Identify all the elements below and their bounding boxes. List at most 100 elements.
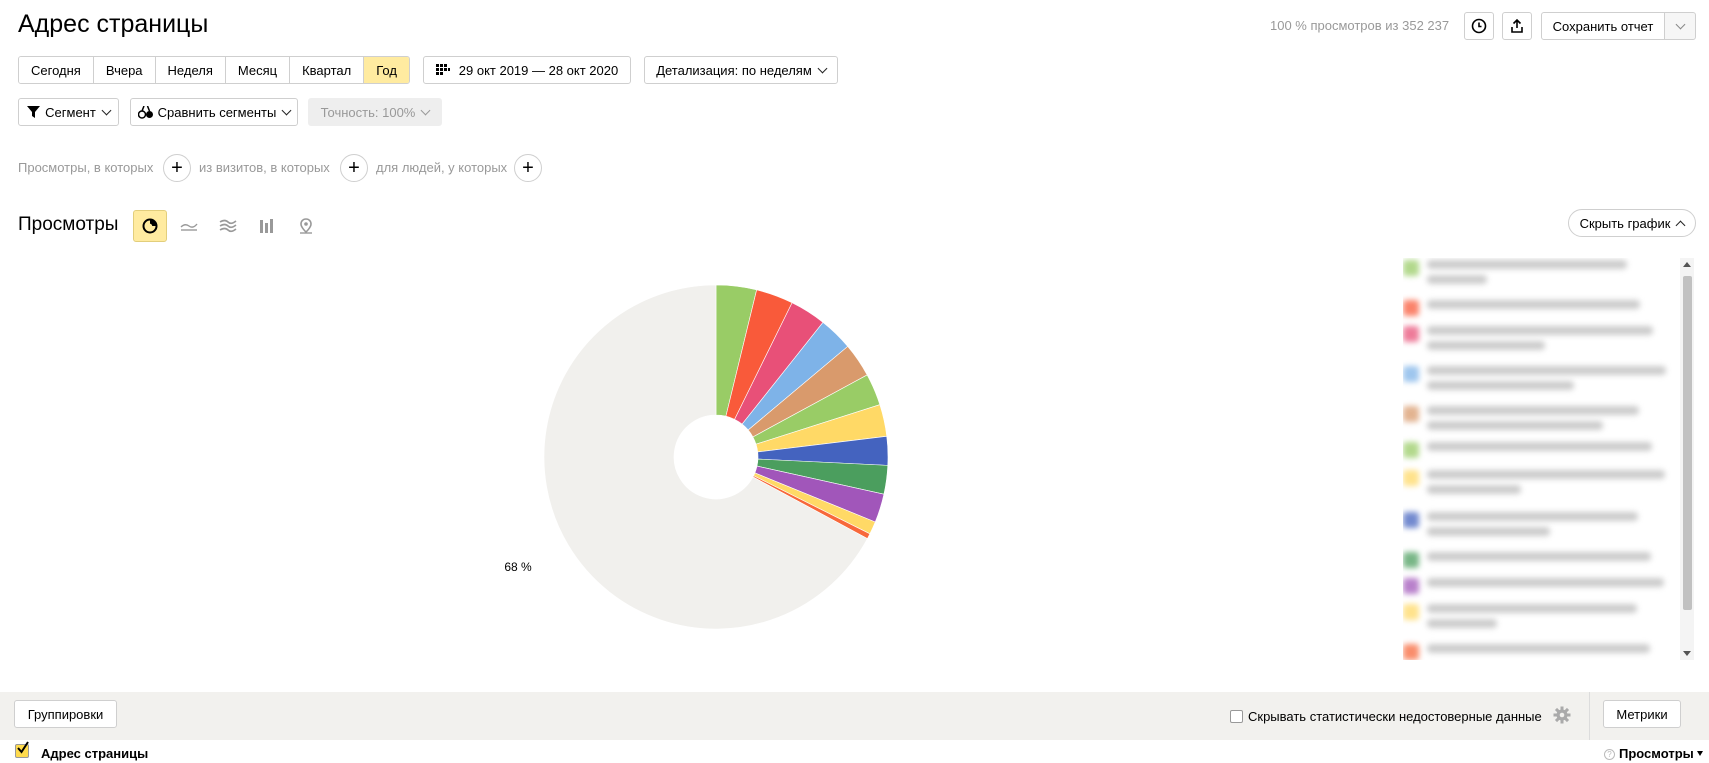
hide-unreliable-checkbox[interactable] bbox=[1230, 710, 1243, 723]
pie-slice[interactable] bbox=[747, 345, 868, 438]
filter-visits-label: из визитов, в которых bbox=[199, 160, 330, 175]
scroll-up-arrow[interactable] bbox=[1683, 262, 1691, 267]
table-toolbar: Группировки Скрывать статистически недос… bbox=[0, 692, 1709, 740]
checkmark-icon bbox=[17, 741, 29, 754]
legend-item[interactable] bbox=[1403, 406, 1639, 430]
metrics-button[interactable]: Метрики bbox=[1603, 700, 1681, 728]
dimension-column-header[interactable]: Адрес страницы bbox=[41, 746, 149, 761]
compare-icon bbox=[137, 105, 153, 119]
legend-item[interactable] bbox=[1403, 644, 1650, 660]
period-today[interactable]: Сегодня bbox=[19, 57, 94, 83]
pie-slice[interactable] bbox=[715, 284, 758, 417]
period-yesterday[interactable]: Вчера bbox=[93, 57, 156, 83]
detail-dropdown[interactable]: Детализация: по неделям bbox=[644, 56, 838, 84]
gear-icon[interactable] bbox=[1553, 706, 1571, 724]
legend-swatch bbox=[1403, 578, 1419, 594]
period-week[interactable]: Неделя bbox=[155, 57, 226, 83]
hide-chart-button[interactable]: Скрыть график bbox=[1568, 209, 1696, 237]
metric-column-header[interactable]: Просмотры bbox=[1619, 746, 1694, 761]
save-report-button[interactable]: Сохранить отчет bbox=[1541, 12, 1665, 40]
legend-item[interactable] bbox=[1403, 442, 1652, 458]
filter-people-label: для людей, у которых bbox=[376, 160, 508, 175]
date-range-picker[interactable]: 29 окт 2019 — 28 окт 2020 bbox=[423, 56, 631, 84]
chart-type-map[interactable] bbox=[289, 210, 323, 242]
chart-type-area[interactable] bbox=[211, 210, 245, 242]
legend-swatch bbox=[1403, 260, 1419, 276]
pie-slice[interactable] bbox=[752, 374, 881, 445]
add-people-condition-button[interactable]: + bbox=[514, 154, 542, 182]
legend-item[interactable] bbox=[1403, 512, 1638, 536]
legend-item[interactable] bbox=[1403, 366, 1666, 390]
pie-slice[interactable] bbox=[752, 475, 871, 540]
pie-slice[interactable] bbox=[543, 284, 868, 630]
legend-text-line bbox=[1427, 442, 1652, 451]
chevron-down-icon bbox=[101, 105, 112, 115]
sort-desc-icon[interactable] bbox=[1697, 751, 1703, 756]
legend-text-line bbox=[1427, 406, 1639, 415]
legend-text-blurred bbox=[1419, 300, 1640, 309]
legend-swatch bbox=[1403, 442, 1419, 458]
legend-swatch bbox=[1403, 326, 1419, 342]
line-chart-icon bbox=[180, 223, 198, 231]
date-range-label: 29 окт 2019 — 28 окт 2020 bbox=[458, 62, 619, 78]
legend-text-line bbox=[1427, 552, 1651, 561]
legend-item[interactable] bbox=[1403, 552, 1651, 568]
legend-item[interactable] bbox=[1403, 578, 1664, 594]
legend-swatch bbox=[1403, 406, 1419, 422]
pie-slice[interactable] bbox=[741, 321, 849, 431]
scroll-down-arrow[interactable] bbox=[1683, 651, 1691, 656]
period-quarter[interactable]: Квартал bbox=[290, 57, 365, 83]
pie-slice[interactable] bbox=[755, 404, 888, 453]
clock-icon bbox=[1471, 18, 1487, 34]
pie-slice[interactable] bbox=[757, 435, 889, 466]
pie-slice[interactable] bbox=[753, 472, 876, 535]
plus-icon: + bbox=[348, 157, 360, 179]
scroll-thumb[interactable] bbox=[1683, 276, 1692, 610]
legend-text-line bbox=[1427, 326, 1653, 335]
segment-dropdown[interactable]: Сегмент bbox=[18, 98, 119, 126]
export-button[interactable] bbox=[1502, 12, 1532, 40]
legend-text-blurred bbox=[1419, 326, 1653, 350]
toolbar-divider bbox=[1589, 692, 1590, 740]
groupings-button[interactable]: Группировки bbox=[14, 700, 117, 728]
legend-item[interactable] bbox=[1403, 300, 1640, 316]
legend-text-line bbox=[1427, 421, 1603, 430]
pie-slice[interactable] bbox=[756, 458, 889, 495]
chart-type-bar[interactable] bbox=[250, 210, 284, 242]
legend-item[interactable] bbox=[1403, 470, 1665, 494]
chart-type-pie[interactable] bbox=[133, 210, 167, 242]
groupings-label: Группировки bbox=[27, 706, 104, 722]
legend-swatch bbox=[1403, 300, 1419, 316]
legend-text-blurred bbox=[1419, 552, 1651, 561]
pie-slice[interactable] bbox=[725, 289, 793, 420]
area-chart-icon bbox=[219, 219, 237, 233]
legend-swatch bbox=[1403, 366, 1419, 382]
history-button[interactable] bbox=[1464, 12, 1494, 40]
save-report-label: Сохранить отчет bbox=[1552, 18, 1654, 34]
period-month[interactable]: Месяц bbox=[225, 57, 291, 83]
period-year[interactable]: Год bbox=[364, 57, 409, 83]
help-icon[interactable]: ? bbox=[1604, 749, 1615, 760]
pie-slice[interactable] bbox=[734, 302, 824, 425]
hide-unreliable-label: Скрывать статистически недостоверные дан… bbox=[1248, 709, 1542, 724]
add-visits-condition-button[interactable]: + bbox=[340, 154, 368, 182]
legend-swatch bbox=[1403, 470, 1419, 486]
accuracy-dropdown[interactable]: Точность: 100% bbox=[308, 98, 442, 126]
filter-views-label: Просмотры, в которых bbox=[18, 160, 154, 175]
compare-segments-dropdown[interactable]: Сравнить сегменты bbox=[130, 98, 298, 126]
legend-scrollbar[interactable] bbox=[1680, 258, 1694, 660]
chevron-down-icon bbox=[1675, 19, 1685, 29]
save-report-dropdown[interactable] bbox=[1664, 12, 1696, 40]
legend-item[interactable] bbox=[1403, 604, 1637, 628]
add-views-condition-button[interactable]: + bbox=[163, 154, 191, 182]
legend-swatch bbox=[1403, 644, 1419, 660]
chart-legend bbox=[1403, 258, 1679, 660]
legend-item[interactable] bbox=[1403, 326, 1653, 350]
legend-item[interactable] bbox=[1403, 260, 1627, 284]
legend-text-line bbox=[1427, 527, 1550, 536]
chevron-down-icon bbox=[817, 63, 828, 73]
legend-text-line bbox=[1427, 619, 1497, 628]
dimension-checkbox[interactable] bbox=[15, 741, 29, 758]
chart-type-line[interactable] bbox=[172, 210, 206, 242]
pie-slice[interactable] bbox=[754, 465, 885, 523]
